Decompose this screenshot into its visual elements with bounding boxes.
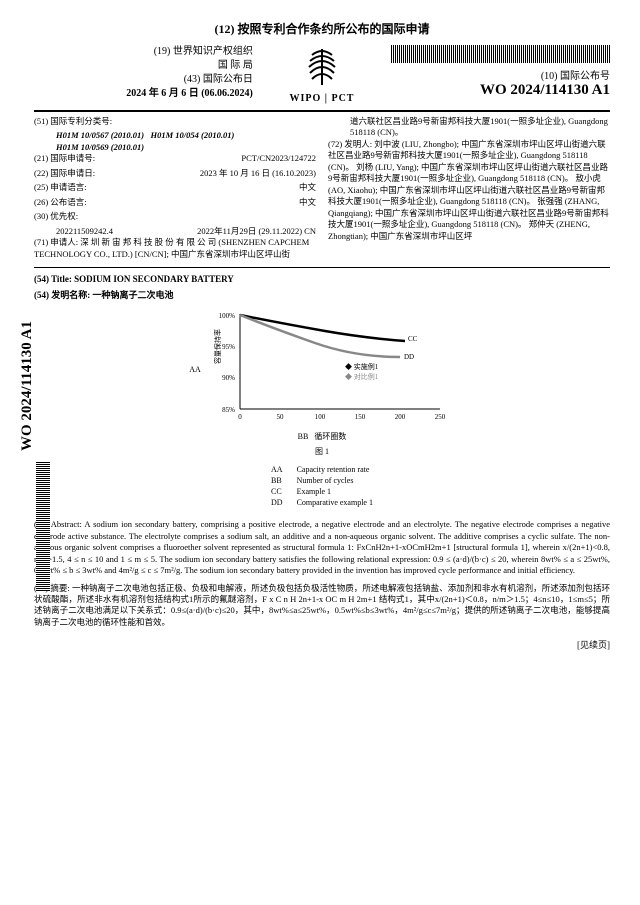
header-right: (10) 国际公布号 WO 2024/114130 A1 [391,45,610,99]
wipo-logo-block: WIPO | PCT [253,45,391,104]
side-barcode-icon [36,461,50,591]
figure: AA 85% 90% 95% 100% 0 50 100 150 200 250… [34,309,610,511]
svg-text:CC: CC [408,335,418,343]
svg-text:◆ 实施例1: ◆ 实施例1 [345,362,379,371]
f22-label: (22) 国际申请日: [34,168,95,179]
biblio-left: (51) 国际专利分类号: H01M 10/0567 (2010.01) H01… [34,116,316,263]
f72: (72) 发明人: 刘中波 (LIU, Zhongbo); 中国广东省深圳市坪山… [328,139,610,242]
f51-label: (51) 国际专利分类号: [34,116,112,126]
svg-text:0: 0 [238,413,242,421]
f22-val: 2023 年 10 月 16 日 (16.10.2023) [200,168,316,179]
continued-label: [见续页] [34,638,610,651]
header-left: (19) 世界知识产权组织 国 际 局 (43) 国际公布日 2024 年 6 … [34,45,253,101]
svg-text:90%: 90% [222,374,235,382]
svg-text:250: 250 [435,413,446,421]
xlabel: 循环圈数 [314,432,346,441]
pubdate: 2024 年 6 月 6 日 (06.06.2024) [34,87,253,101]
svg-text:容量保持率: 容量保持率 [213,329,222,364]
svg-text:50: 50 [276,413,284,421]
org-line2: 国 际 局 [34,59,253,73]
fig-caption: 图 1 [34,446,610,457]
f71: (71) 申请人: 深 圳 新 宙 邦 科 技 股 份 有 限 公 司 (SHE… [34,237,316,260]
f21-val: PCT/CN2023/124722 [241,153,316,164]
f51-b: H01M 10/054 (2010.01) [150,130,234,140]
f30-date: 2022年11月29日 (29.11.2022) CN [197,226,316,237]
title-en: (54) Title: SODIUM ION SECONDARY BATTERY [34,274,610,284]
wipo-logo-icon [300,45,344,89]
svg-text:95%: 95% [222,343,235,351]
abstract-cn: (57) 摘要: 一种钠离子二次电池包括正极、负极和电解液，所述负极包括负极活性… [34,583,610,629]
svg-text:85%: 85% [222,406,235,414]
biblio-right: 道六联社区昌业路9号新宙邦科技大厦1901(一照多址企业), Guangdong… [328,116,610,263]
side-pubno: WO 2024/114130 A1 [19,321,36,451]
org-line1: (19) 世界知识产权组织 [34,45,253,59]
svg-text:150: 150 [355,413,366,421]
f26-label: (26) 公布语言: [34,197,87,208]
barcode-icon [391,45,610,63]
svg-text:◆ 对比例1: ◆ 对比例1 [345,372,379,381]
f26-val: 中文 [299,197,316,208]
f25-label: (25) 申请语言: [34,182,87,193]
bb-label: BB [298,432,309,441]
pubdate-label: (43) 国际公布日 [34,73,253,87]
svg-text:100%: 100% [218,312,235,320]
doc-type: (12) 按照专利合作条约所公布的国际申请 [215,22,430,36]
svg-text:100: 100 [315,413,326,421]
abstract-en: (57) Abstract: A sodium ion secondary ba… [34,519,610,576]
f51-c: H01M 10/0569 (2010.01) [56,142,144,152]
f21-label: (21) 国际申请号: [34,153,95,164]
title-cn: (54) 发明名称: 一种钠离子二次电池 [34,288,610,301]
chart-svg: 85% 90% 95% 100% 0 50 100 150 200 250 ◆ … [205,309,455,429]
svg-text:200: 200 [395,413,406,421]
pubno: WO 2024/114130 A1 [391,82,610,99]
f30-num: 202211509242.4 [56,226,113,237]
f30-label: (30) 优先权: [34,211,78,221]
legend-table: AACapacity retention rate BBNumber of cy… [263,463,381,509]
aa-label: AA [189,365,201,374]
wipo-text: WIPO | PCT [253,93,391,104]
f51-a: H01M 10/0567 (2010.01) [56,130,144,140]
f25-val: 中文 [299,182,316,193]
svg-text:DD: DD [404,353,414,361]
pubno-label: (10) 国际公布号 [391,67,610,82]
f71-cont: 道六联社区昌业路9号新宙邦科技大厦1901(一照多址企业), Guangdong… [328,116,610,139]
